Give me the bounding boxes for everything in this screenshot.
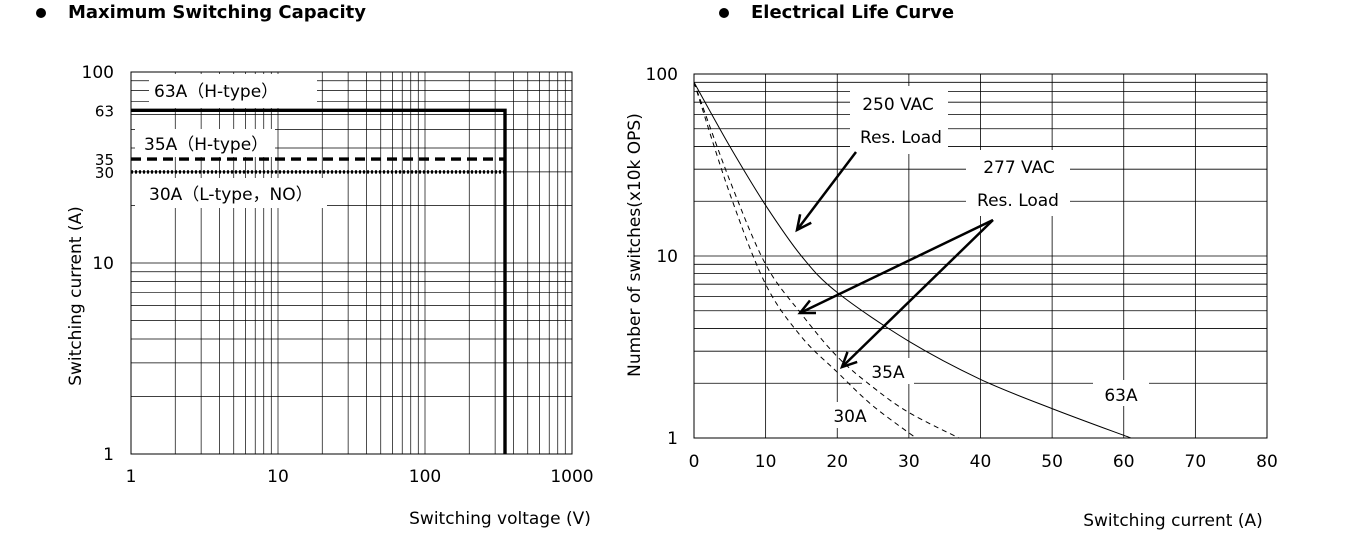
annotation-box (1093, 380, 1149, 406)
series-curve (693, 82, 1132, 439)
y-tick-label: 10 (92, 254, 114, 274)
annotation-250vac: 250 VAC (862, 95, 934, 115)
x-axis-label: Switching current (A) (1083, 511, 1263, 531)
series-label-30a: 30A（L-type，NO） (149, 185, 313, 205)
bullet-icon (719, 7, 729, 18)
series-label-box (135, 129, 275, 157)
left-chart-title: Maximum Switching Capacity (68, 2, 366, 23)
annotation-res-load: Res. Load (860, 128, 942, 148)
y-axis-label: Switching current (A) (66, 206, 86, 386)
electrical-life-chart: 250 VAC Res. Load 277 VAC Res. Load 63A 35A 30… (625, 65, 1278, 531)
y-tick-label: 30 (95, 164, 114, 182)
right-chart-title: Electrical Life Curve (751, 2, 955, 23)
x-tick-label: 70 (1185, 452, 1207, 472)
x-tick-label: 100 (409, 467, 441, 487)
annotation-arrow-shaft (799, 218, 994, 315)
y-tick-label: 10 (656, 247, 678, 267)
y-axis-label: Number of switches(x10k OPS) (625, 113, 645, 377)
x-tick-label: 1000 (550, 467, 593, 487)
y-tick-label: 1 (103, 445, 114, 465)
y-tick-label: 100 (82, 63, 114, 83)
max-switching-capacity-chart: 63A（H-type） 35A（H-type） 30A（L-type，NO） 1 10 1… (66, 63, 594, 529)
x-tick-label: 1 (126, 467, 137, 487)
annotation-arrow-shaft (796, 151, 857, 231)
y-tick-label: 63 (95, 102, 114, 120)
series-label-35a: 35A (871, 363, 905, 383)
series-label-63a: 63A（H-type） (154, 82, 278, 102)
annotation-arrowhead (839, 351, 858, 370)
x-tick-label: 60 (1113, 452, 1135, 472)
y-tick-label: 100 (646, 65, 678, 85)
annotation-arrow-shaft (841, 219, 994, 368)
x-tick-label: 0 (689, 452, 700, 472)
series-label-63a: 63A (1104, 386, 1138, 406)
x-tick-label: 30 (898, 452, 920, 472)
series-label-30a: 30A (833, 407, 867, 427)
series-label-box (135, 178, 327, 208)
y-tick-label: 35 (95, 151, 114, 169)
series-line (131, 108, 507, 454)
annotation-box (850, 86, 948, 154)
x-tick-label: 10 (755, 452, 777, 472)
x-tick-label: 40 (970, 452, 992, 472)
x-tick-label: 20 (826, 452, 848, 472)
bullet-icon (36, 7, 46, 18)
annotation-arrowhead (795, 214, 812, 233)
annotation-277vac: 277 VAC (983, 158, 1055, 178)
series-label-box (149, 74, 317, 108)
annotation-box (862, 358, 914, 384)
plot-frame (693, 73, 1268, 439)
series-label-35a: 35A（H-type） (144, 135, 268, 155)
right-chart-heading: Electrical Life Curve (719, 2, 954, 23)
left-chart-heading: Maximum Switching Capacity (36, 2, 366, 23)
annotation-box (966, 150, 1070, 216)
y-tick-label: 1 (667, 429, 678, 449)
plot-frame (130, 71, 573, 455)
annotation-arrowhead (797, 299, 817, 315)
x-axis-label: Switching voltage (V) (409, 509, 591, 529)
x-tick-label: 80 (1256, 452, 1278, 472)
annotation-box (825, 402, 875, 428)
x-tick-label: 10 (267, 467, 289, 487)
series-curve (693, 82, 917, 439)
x-tick-label: 50 (1041, 452, 1063, 472)
annotation-res-load: Res. Load (977, 191, 1059, 211)
